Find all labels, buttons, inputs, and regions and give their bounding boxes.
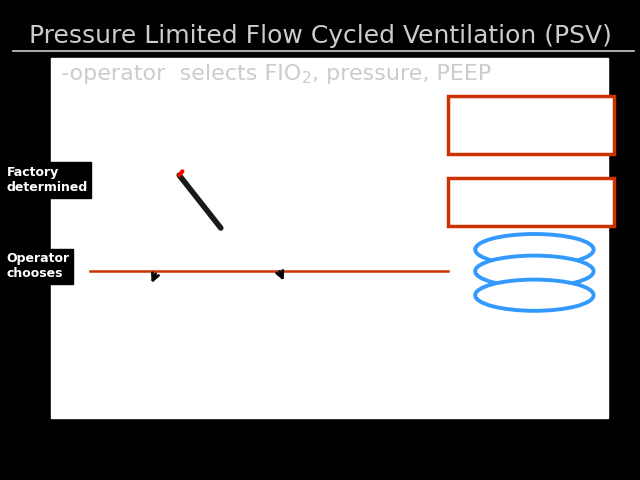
Bar [448,96,614,154]
Text: 2: 2 [302,71,312,86]
Bar [51,58,608,418]
Text: , pressure, PEEP: , pressure, PEEP [312,64,491,84]
Text: Factory
determined: Factory determined [6,166,88,194]
Text: Pressure Limited Flow Cycled Ventilation (PSV): Pressure Limited Flow Cycled Ventilation… [29,24,611,48]
Ellipse shape [475,279,594,311]
Bar [448,178,614,226]
Text: Operator
chooses: Operator chooses [6,252,70,280]
Ellipse shape [475,234,594,265]
Ellipse shape [475,255,594,287]
Text: -operator  selects FIO: -operator selects FIO [61,64,301,84]
